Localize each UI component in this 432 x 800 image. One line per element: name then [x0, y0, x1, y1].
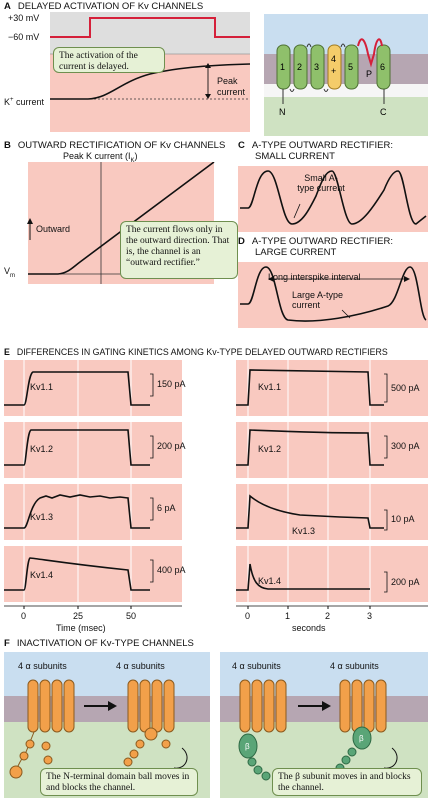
panel-e-traces	[4, 360, 428, 609]
segment-2	[293, 44, 308, 90]
left-tick-50: 50	[126, 611, 137, 621]
right-trace-name-4: Kv1.4	[258, 576, 282, 586]
alpha-label-2: 4 α subunits	[116, 661, 165, 671]
kplus-current-trace	[50, 63, 251, 100]
alpha-label-1: 4 α subunits	[18, 661, 67, 671]
kv-topology-diagram: 1 2 3 4 + 5 P 6 N C	[264, 14, 428, 136]
left-scale-1: 150 pA	[157, 379, 186, 389]
left-column	[4, 360, 182, 609]
outward-label: Outward	[36, 224, 71, 234]
svg-text:5: 5	[348, 62, 353, 72]
left-trace-name-2: Kv1.2	[30, 444, 54, 454]
activation-delayed-note: The activation of the current is delayed…	[53, 47, 165, 73]
left-scale-3: 6 pA	[157, 503, 176, 513]
svg-text:P: P	[366, 69, 372, 79]
kplus-current-label: K+ current	[4, 97, 45, 107]
right-tick-2: 2	[325, 611, 331, 621]
large-a-type-label: Large A-type current	[292, 290, 344, 310]
left-tick-25: 25	[73, 611, 84, 621]
segment-5	[344, 44, 359, 90]
small-a-type-label: Small A-type current	[297, 173, 345, 193]
panel-a-letter: A	[4, 1, 11, 12]
right-scale-4: 200 pA	[391, 577, 420, 587]
right-trace-name-3: Kv1.3	[292, 526, 316, 536]
n-terminal-label: N	[279, 107, 286, 117]
vm-label: Vm	[4, 266, 16, 279]
p-loop	[357, 38, 383, 68]
n-terminal-ball-note: The N-terminal domain ball moves in and …	[40, 768, 198, 796]
right-tick-3: 3	[367, 611, 373, 621]
svg-text:3: 3	[314, 62, 319, 72]
kv1-4-fast-trace	[4, 557, 150, 591]
kv1-2-slow-trace	[236, 429, 384, 466]
iv-curve	[28, 162, 215, 275]
left-tick-0: 0	[21, 611, 27, 621]
right-column	[236, 360, 428, 609]
panel-b-axis-title: Peak K current (IK)	[63, 151, 138, 164]
segment-3	[310, 44, 325, 90]
beta-label-2: β	[359, 734, 364, 743]
panel-a-title: A DELAYED ACTIVATION OF Kv CHANNELS	[4, 1, 203, 12]
small-a-current-trace	[240, 170, 427, 225]
svg-text:4: 4	[331, 54, 336, 64]
right-scale-3: 10 pA	[391, 514, 415, 524]
beta-label-1: β	[245, 742, 250, 751]
panel-d-plot	[238, 262, 428, 328]
svg-text:6: 6	[380, 62, 385, 72]
svg-text:2: 2	[297, 62, 302, 72]
alpha-label-3: 4 α subunits	[232, 661, 281, 671]
alpha-label-4: 4 α subunits	[330, 661, 379, 671]
panel-a-title-text: DELAYED ACTIVATION OF Kv CHANNELS	[17, 1, 204, 12]
right-scale-1: 500 pA	[391, 383, 420, 393]
left-time-axis-label: Time (msec)	[56, 623, 106, 633]
kv1-1-slow-trace	[236, 369, 384, 406]
right-trace-name-2: Kv1.2	[258, 444, 282, 454]
kv1-3-slow-trace	[236, 494, 384, 529]
segment-4-voltage-sensor	[327, 44, 342, 90]
left-scale-4: 400 pA	[157, 565, 186, 575]
left-trace-name-1: Kv1.1	[30, 382, 54, 392]
kv1-4-slow-trace	[236, 563, 370, 591]
panel-f-title: F INACTIVATION OF Kv-TYPE CHANNELS	[4, 638, 194, 649]
peak-current-label: Peak current	[217, 76, 246, 97]
kv1-1-fast-trace	[4, 371, 150, 406]
panel-c-title: C A-TYPE OUTWARD RECTIFIER: SMALL CURRENT	[238, 140, 393, 162]
right-scale-2: 300 pA	[391, 441, 420, 451]
panel-c-plot	[238, 166, 428, 232]
large-a-current-trace	[240, 266, 427, 322]
voltage-step-trace	[50, 17, 250, 38]
v-low-label: −60 mV	[8, 32, 40, 42]
n-ball-blocking	[144, 727, 158, 741]
interspike-label: Long interspike interval	[268, 272, 361, 282]
v-high-label: +30 mV	[8, 13, 40, 23]
panel-e-title: E DIFFERENCES IN GATING KINETICS AMONG Kv…	[4, 347, 388, 357]
beta-subunit-1	[238, 733, 258, 759]
panel-b-title: B OUTWARD RECTIFICATION OF Kv CHANNELS	[4, 140, 226, 151]
right-tick-0: 0	[245, 611, 251, 621]
right-time-axis-label: seconds	[292, 623, 326, 633]
right-trace-name-1: Kv1.1	[258, 382, 282, 392]
left-scale-2: 200 pA	[157, 441, 186, 451]
left-trace-name-3: Kv1.3	[30, 512, 54, 522]
beta-scene	[220, 652, 428, 798]
c-terminal-label: C	[380, 107, 387, 117]
right-tick-1: 1	[285, 611, 291, 621]
left-trace-name-4: Kv1.4	[30, 570, 54, 580]
beta-subunit-blocking	[352, 726, 372, 750]
svg-text:1: 1	[280, 62, 285, 72]
panel-d-title: D A-TYPE OUTWARD RECTIFIER: LARGE CURRENT	[238, 236, 393, 258]
outward-rectifier-note: The current flows only in the outward di…	[120, 221, 238, 279]
kv1-2-fast-trace	[4, 429, 150, 466]
kv1-3-fast-trace	[4, 494, 150, 529]
n-ball-1	[9, 765, 23, 779]
beta-subunit-note: The β subunit moves in and blocks the ch…	[272, 768, 422, 796]
svg-text:+: +	[331, 66, 336, 76]
